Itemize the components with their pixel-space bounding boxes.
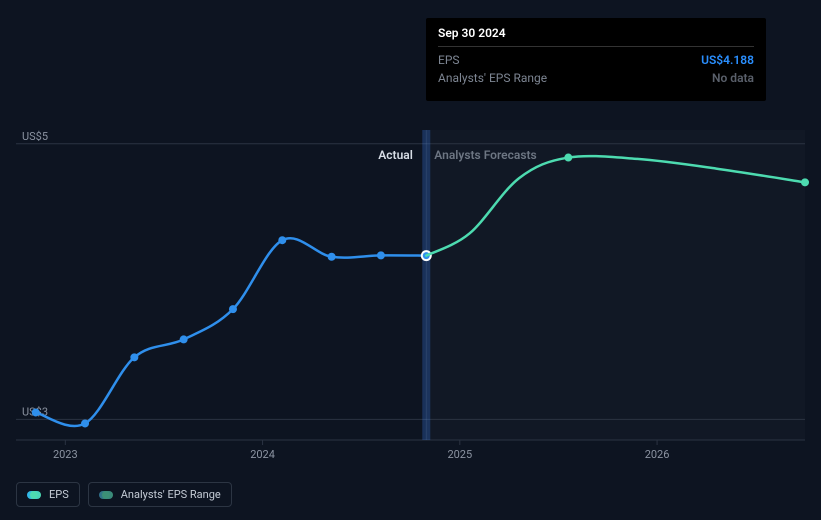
legend-label: EPS xyxy=(49,488,69,501)
chart-tooltip: Sep 30 2024 EPSUS$4.188Analysts' EPS Ran… xyxy=(426,18,766,101)
x-tick-label: 2024 xyxy=(250,448,275,461)
marker[interactable] xyxy=(81,419,89,427)
marker[interactable] xyxy=(32,408,40,416)
marker[interactable] xyxy=(801,178,809,186)
marker[interactable] xyxy=(377,251,385,259)
forecast-region xyxy=(426,130,805,440)
legend-item-range[interactable]: Analysts' EPS Range xyxy=(88,482,232,507)
tooltip-row-label: Analysts' EPS Range xyxy=(438,69,547,87)
tooltip-row-value: No data xyxy=(712,69,754,87)
tooltip-row: Analysts' EPS Range No data xyxy=(438,69,754,87)
x-tick-label: 2026 xyxy=(645,448,670,461)
marker[interactable] xyxy=(130,353,138,361)
marker[interactable] xyxy=(564,154,572,162)
eps-chart-container: US$5US$32023202420252026 Actual Analysts… xyxy=(0,0,821,520)
x-tick-label: 2025 xyxy=(447,448,472,461)
legend: EPS Analysts' EPS Range xyxy=(16,482,232,507)
x-tick-label: 2023 xyxy=(53,448,78,461)
tooltip-row-value: US$4.188 xyxy=(701,51,754,69)
legend-marker-icon xyxy=(27,491,41,499)
tooltip-row: EPS US$4.188 xyxy=(438,51,754,69)
legend-marker-icon xyxy=(99,491,113,499)
tooltip-row-label: EPS xyxy=(438,51,460,69)
marker[interactable] xyxy=(180,335,188,343)
tooltip-date: Sep 30 2024 xyxy=(438,26,754,46)
marker[interactable] xyxy=(278,236,286,244)
section-label-forecast: Analysts Forecasts xyxy=(434,148,536,162)
marker[interactable] xyxy=(328,253,336,261)
legend-item-eps[interactable]: EPS xyxy=(16,482,80,507)
tooltip-divider xyxy=(438,46,754,47)
y-tick-label: US$5 xyxy=(22,130,48,143)
legend-label: Analysts' EPS Range xyxy=(121,488,221,501)
marker[interactable] xyxy=(229,305,237,313)
section-label-actual: Actual xyxy=(378,148,413,162)
